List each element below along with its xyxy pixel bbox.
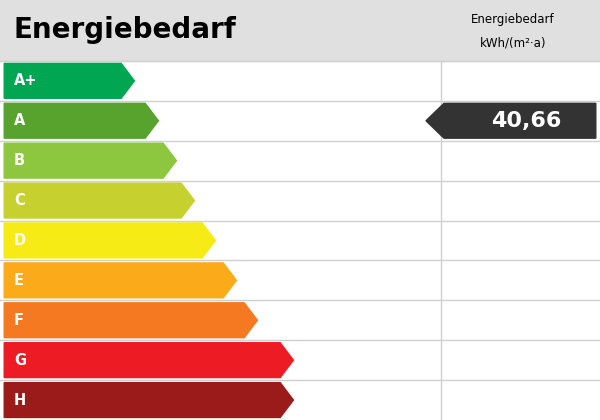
Polygon shape: [426, 103, 596, 138]
Bar: [0, 0, 600, 61]
Text: Energiebedarf: Energiebedarf: [471, 13, 555, 26]
Text: F: F: [14, 313, 24, 328]
Text: C: C: [14, 193, 25, 208]
Polygon shape: [4, 223, 215, 258]
Polygon shape: [4, 103, 158, 138]
Text: B: B: [14, 153, 25, 168]
Text: H: H: [14, 393, 26, 407]
Text: kWh/(m²·a): kWh/(m²·a): [480, 36, 546, 49]
Polygon shape: [4, 383, 293, 417]
Text: A+: A+: [14, 74, 37, 88]
Polygon shape: [4, 63, 134, 98]
Polygon shape: [4, 263, 236, 298]
Polygon shape: [4, 303, 257, 338]
Text: D: D: [14, 233, 26, 248]
Text: 40,66: 40,66: [491, 111, 561, 131]
Text: G: G: [14, 353, 26, 368]
Text: E: E: [14, 273, 24, 288]
Polygon shape: [4, 183, 194, 218]
Text: A: A: [14, 113, 25, 128]
Polygon shape: [4, 343, 293, 378]
Bar: [0, 61, 600, 420]
Text: Energiebedarf: Energiebedarf: [13, 16, 236, 45]
Polygon shape: [4, 143, 176, 178]
